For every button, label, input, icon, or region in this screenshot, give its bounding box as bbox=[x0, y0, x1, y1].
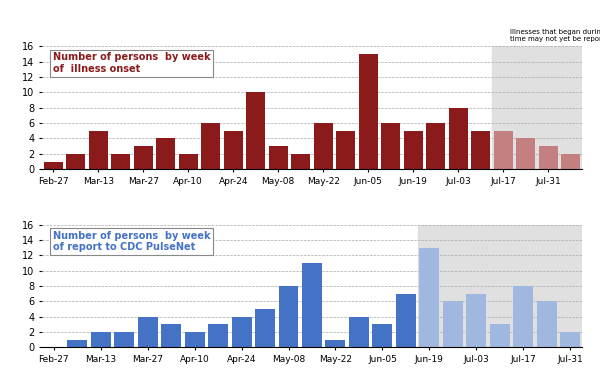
Bar bbox=[91, 332, 110, 347]
Bar bbox=[114, 332, 134, 347]
Bar bbox=[381, 123, 400, 169]
Bar bbox=[359, 54, 378, 169]
Bar bbox=[302, 263, 322, 347]
Bar bbox=[490, 324, 510, 347]
Bar bbox=[66, 154, 85, 169]
Bar bbox=[516, 139, 535, 169]
Bar bbox=[560, 332, 580, 347]
Bar bbox=[494, 131, 513, 169]
Bar bbox=[514, 286, 533, 347]
Bar bbox=[278, 286, 298, 347]
Bar bbox=[466, 294, 487, 347]
Bar bbox=[156, 139, 175, 169]
Bar bbox=[255, 309, 275, 347]
Bar bbox=[471, 131, 490, 169]
Bar bbox=[419, 247, 439, 347]
Bar bbox=[246, 92, 265, 169]
Text: Illnesses that began during this
time may not yet be reported: Illnesses that began during this time ma… bbox=[510, 29, 600, 42]
Bar bbox=[373, 324, 392, 347]
Bar bbox=[89, 131, 108, 169]
Bar bbox=[201, 123, 220, 169]
Bar bbox=[349, 317, 369, 347]
Bar bbox=[537, 301, 557, 347]
Bar bbox=[269, 146, 288, 169]
Bar bbox=[396, 294, 416, 347]
Bar bbox=[185, 332, 205, 347]
Bar bbox=[561, 154, 580, 169]
Bar bbox=[336, 131, 355, 169]
Bar bbox=[161, 324, 181, 347]
Bar bbox=[111, 154, 130, 169]
Bar bbox=[449, 108, 468, 169]
Bar bbox=[404, 131, 423, 169]
Bar bbox=[492, 46, 600, 169]
Text: Number of persons  by week
of  illness onset: Number of persons by week of illness ons… bbox=[53, 52, 211, 74]
Bar bbox=[134, 146, 153, 169]
Bar bbox=[291, 154, 310, 169]
Bar bbox=[137, 317, 158, 347]
Bar bbox=[314, 123, 333, 169]
Bar bbox=[418, 225, 600, 347]
Bar bbox=[443, 301, 463, 347]
Bar bbox=[539, 146, 558, 169]
Bar bbox=[44, 161, 63, 169]
Bar bbox=[232, 317, 251, 347]
Bar bbox=[179, 154, 198, 169]
Bar bbox=[224, 131, 243, 169]
Bar bbox=[208, 324, 228, 347]
Bar bbox=[67, 340, 87, 347]
Text: Number of persons  by week
of report to CDC PulseNet: Number of persons by week of report to C… bbox=[53, 231, 211, 252]
Bar bbox=[426, 123, 445, 169]
Bar bbox=[325, 340, 346, 347]
